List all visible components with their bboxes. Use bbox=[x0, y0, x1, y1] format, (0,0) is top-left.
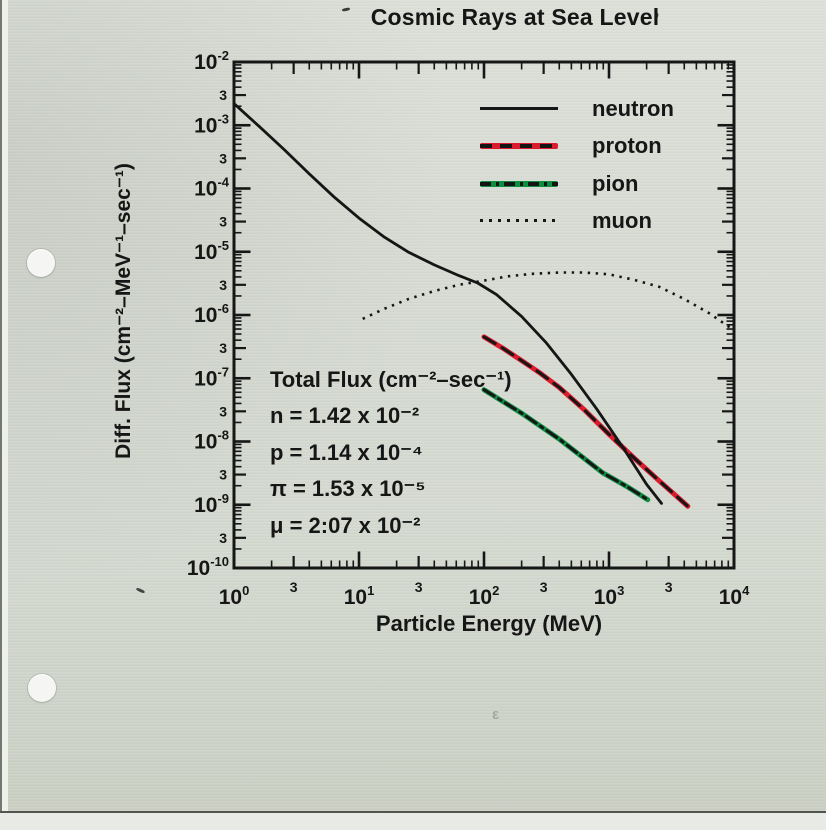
chart-title: Cosmic Rays at Sea Level bbox=[370, 4, 660, 30]
minor-tick-label: 3 bbox=[219, 150, 227, 166]
tick-label: 101 bbox=[344, 583, 375, 609]
tick-label: 10-7 bbox=[194, 364, 229, 390]
tick-label: 100 bbox=[219, 583, 250, 609]
minor-tick-label: 3 bbox=[219, 87, 227, 103]
curve-neutron bbox=[232, 102, 663, 505]
minor-tick-label: 3 bbox=[219, 530, 227, 546]
scanner-bed-strip bbox=[0, 813, 826, 830]
neutron-line-sample bbox=[480, 106, 558, 110]
total-flux-annotation: Total Flux (cm⁻²–sec⁻¹) n = 1.42 x 10⁻² … bbox=[270, 362, 512, 544]
page-bottom-edge bbox=[0, 811, 826, 813]
muon-line-sample bbox=[480, 219, 558, 223]
legend-label: neutron bbox=[592, 95, 674, 121]
minor-tick-label: 3 bbox=[540, 579, 548, 595]
legend-label: pion bbox=[592, 170, 639, 196]
pion-line-sample bbox=[480, 180, 558, 187]
tick-label: 10-10 bbox=[187, 554, 229, 580]
legend-item-neutron: neutron bbox=[480, 90, 730, 128]
tick-label: 10-8 bbox=[194, 428, 229, 454]
minor-tick-label: 3 bbox=[415, 579, 423, 595]
curve-proton bbox=[481, 334, 691, 509]
minor-tick-label: 3 bbox=[219, 277, 227, 293]
minor-tick-label: 3 bbox=[665, 579, 673, 595]
legend-label: proton bbox=[592, 133, 662, 159]
tick-label: 10-9 bbox=[194, 491, 229, 517]
legend: neutron proton pion muon bbox=[480, 90, 730, 240]
axis-ticks bbox=[232, 60, 736, 570]
minor-tick-label: 3 bbox=[219, 214, 227, 230]
legend-item-proton: proton bbox=[480, 128, 730, 166]
tick-label: 10-6 bbox=[194, 301, 229, 327]
minor-tick-label: 3 bbox=[219, 340, 227, 356]
hole-punch-top bbox=[27, 249, 55, 277]
curve-muon bbox=[362, 271, 731, 329]
minor-tick-label: 3 bbox=[290, 579, 298, 595]
annotation-line: Total Flux (cm⁻²–sec⁻¹) bbox=[270, 367, 512, 392]
annotation-line: n = 1.42 x 10⁻² bbox=[270, 403, 420, 429]
annotation-line: μ = 2:07 x 10⁻² bbox=[270, 512, 421, 538]
tick-label: 10-3 bbox=[194, 111, 229, 137]
annotation-line: π = 1.53 x 10⁻⁵ bbox=[270, 476, 426, 502]
tick-label: 103 bbox=[594, 583, 625, 609]
tick-label: 10-2 bbox=[194, 48, 229, 74]
legend-label: muon bbox=[592, 208, 652, 234]
tick-label: 102 bbox=[469, 583, 500, 609]
hole-punch-bottom bbox=[28, 674, 56, 702]
minor-tick-label: 3 bbox=[219, 403, 227, 419]
page-left-edge bbox=[0, 0, 2, 812]
proton-line-sample bbox=[480, 143, 558, 150]
minor-tick-label: 3 bbox=[219, 467, 227, 483]
curve-pion-dash-overlay bbox=[482, 388, 650, 502]
page-left-margin bbox=[2, 0, 8, 812]
legend-item-muon: muon bbox=[480, 203, 730, 241]
curve-proton-dash-overlay bbox=[482, 335, 690, 508]
tick-label: 10-5 bbox=[194, 238, 229, 264]
annotation-line: p = 1.14 x 10⁻⁴ bbox=[270, 439, 423, 465]
pencil-smudge: ε bbox=[492, 706, 500, 723]
tick-label: 104 bbox=[719, 583, 750, 609]
x-axis-title: Particle Energy (MeV) bbox=[375, 611, 603, 636]
tick-label: 10-4 bbox=[194, 175, 230, 201]
legend-item-pion: pion bbox=[480, 165, 730, 203]
plot-frame bbox=[232, 60, 736, 570]
